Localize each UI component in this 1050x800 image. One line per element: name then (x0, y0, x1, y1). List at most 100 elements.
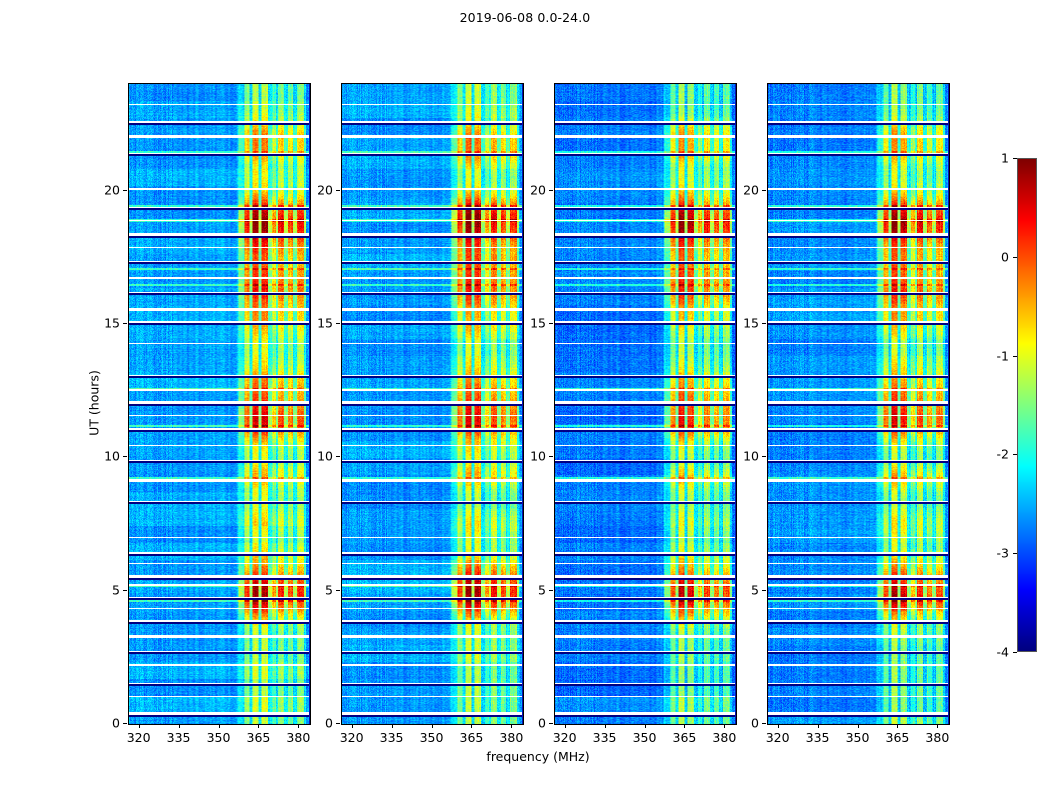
x-tick-label: 380 (925, 730, 950, 745)
y-tickmark (336, 189, 340, 191)
y-tickmark (123, 723, 127, 724)
y-tickmark (123, 189, 127, 191)
spectrogram-image-yy (342, 84, 523, 724)
x-tickmark (138, 724, 140, 728)
y-tick-label: 15 (317, 315, 333, 331)
y-tick-label: 0 (538, 715, 546, 731)
y-tickmark (762, 589, 766, 591)
x-tick-label: 380 (712, 730, 737, 745)
x-tick-label: 320 (765, 730, 790, 745)
x-tickmark (857, 724, 859, 728)
x-tick-label: 365 (246, 730, 271, 745)
y-tick-label: 10 (317, 448, 333, 464)
y-tick-label: 10 (530, 448, 546, 464)
y-tickmark (123, 323, 127, 324)
colorbar-tickmark (1013, 158, 1017, 159)
x-tickmark (178, 724, 180, 728)
y-tick-label: 10 (743, 448, 759, 464)
x-tick-label: 350 (419, 730, 444, 745)
figure-suptitle: 2019-06-08 0.0-24.0 (459, 10, 591, 25)
y-tickmark (336, 456, 340, 458)
y-tick-label: 20 (530, 182, 546, 198)
x-tickmark (471, 724, 473, 728)
y-tick-label: 5 (112, 582, 120, 598)
y-tick-label: 5 (325, 582, 333, 598)
y-tickmark (123, 589, 127, 591)
x-tick-label: 350 (632, 730, 657, 745)
x-tick-label: 335 (166, 730, 191, 745)
x-tickmark (724, 724, 726, 728)
x-tick-label: 320 (339, 730, 364, 745)
colorbar-tickmark (1013, 553, 1017, 555)
x-tickmark (351, 724, 353, 728)
panel-xx[interactable]: XX, V4*V15=EA05*EA26 (128, 83, 311, 725)
y-tick-label: 20 (104, 182, 120, 198)
x-tickmark (391, 724, 393, 728)
panel-xy[interactable]: XY, V4*V15=EA05*EA26 (554, 83, 737, 725)
colorbar-tickmark (1013, 256, 1017, 258)
x-tickmark (218, 724, 220, 728)
panel-yx[interactable]: YX, V4*V15=EA05*EA26 (767, 83, 950, 725)
y-tick-label: 0 (325, 715, 333, 731)
x-tick-label: 380 (499, 730, 524, 745)
y-axis-label: UT (hours) (86, 370, 102, 436)
y-tickmark (549, 723, 553, 724)
y-tickmark (549, 456, 553, 458)
x-tick-label: 335 (805, 730, 830, 745)
x-tickmark (817, 724, 819, 728)
colorbar-tick-label: -1 (996, 348, 1009, 364)
x-tickmark (258, 724, 260, 728)
y-tick-label: 20 (317, 182, 333, 198)
y-tick-label: 5 (538, 582, 546, 598)
x-tickmark (644, 724, 646, 728)
colorbar-tick-label: -3 (996, 545, 1009, 561)
x-tick-label: 380 (286, 730, 311, 745)
y-tickmark (762, 723, 766, 724)
y-tick-label: 0 (751, 715, 759, 731)
y-tick-label: 0 (112, 715, 120, 731)
x-tickmark (298, 724, 300, 728)
y-tickmark (336, 323, 340, 324)
colorbar-tick-label: 1 (1001, 150, 1009, 166)
y-tick-label: 10 (104, 448, 120, 464)
y-tickmark (762, 456, 766, 458)
spectrogram-image-yx (768, 84, 949, 724)
x-tick-label: 320 (552, 730, 577, 745)
x-tick-label: 365 (459, 730, 484, 745)
x-tickmark (511, 724, 513, 728)
panel-yy[interactable]: YY, V4*V15=EA05*EA26 (341, 83, 524, 725)
x-tick-label: 320 (126, 730, 151, 745)
colorbar[interactable] (1017, 158, 1037, 652)
x-tick-label: 350 (206, 730, 231, 745)
y-tick-label: 15 (104, 315, 120, 331)
y-tick-label: 15 (743, 315, 759, 331)
x-tick-label: 335 (592, 730, 617, 745)
y-tickmark (762, 323, 766, 324)
colorbar-tickmark (1013, 355, 1017, 357)
y-tickmark (549, 189, 553, 191)
y-tickmark (762, 189, 766, 191)
y-tickmark (549, 323, 553, 324)
colorbar-tickmark (1013, 652, 1017, 653)
x-tickmark (604, 724, 606, 728)
x-tick-label: 335 (379, 730, 404, 745)
colorbar-tick-label: -4 (996, 644, 1009, 660)
x-tickmark (777, 724, 779, 728)
x-tick-label: 365 (885, 730, 910, 745)
x-tickmark (897, 724, 899, 728)
colorbar-tick-label: -2 (996, 446, 1009, 462)
y-tick-label: 15 (530, 315, 546, 331)
x-tick-label: 350 (845, 730, 870, 745)
colorbar-tickmark (1013, 454, 1017, 456)
y-tickmark (336, 589, 340, 591)
spectrogram-image-xy (555, 84, 736, 724)
colorbar-tick-label: 0 (1001, 249, 1009, 265)
spectrogram-image-xx (129, 84, 310, 724)
x-tickmark (684, 724, 686, 728)
x-tickmark (431, 724, 433, 728)
y-tick-label: 5 (751, 582, 759, 598)
y-tickmark (336, 723, 340, 724)
x-tick-label: 365 (672, 730, 697, 745)
y-tick-label: 20 (743, 182, 759, 198)
